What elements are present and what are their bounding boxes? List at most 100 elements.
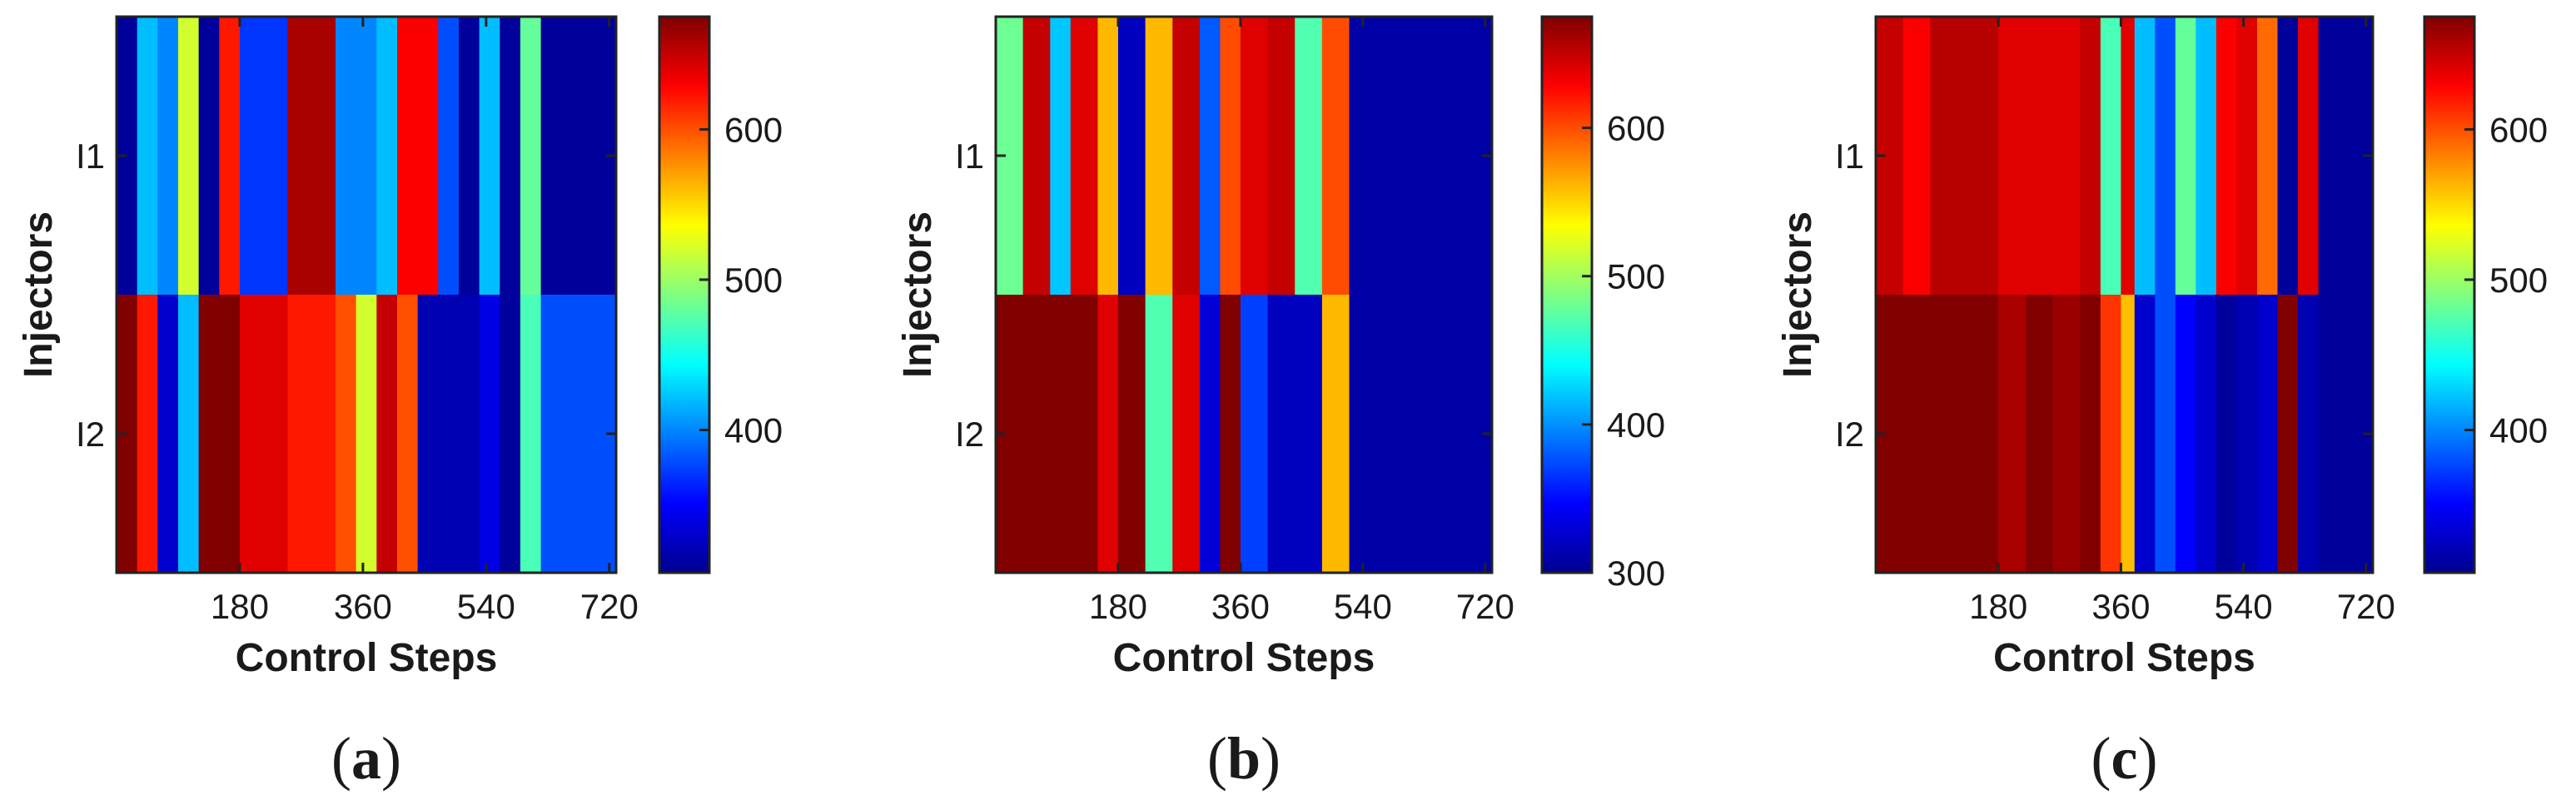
heatmap-cell-a-r1-c10 (356, 295, 377, 574)
heatmap-cell-c-r0-c6 (2080, 17, 2101, 296)
x-tick-label-a-3: 720 (580, 587, 639, 626)
heatmap-cell-a-r1-c7 (260, 295, 289, 574)
heatmap-cell-c-r1-c16 (2277, 295, 2299, 574)
heatmap-cell-c-r1-c6 (2080, 295, 2101, 574)
y-tick-label-b-1: I2 (955, 415, 984, 454)
heatmap-cell-a-r1-c4 (198, 295, 220, 574)
heatmap-cells-a (117, 17, 617, 574)
colorbar-tick-label-a-2: 600 (724, 110, 783, 149)
heatmap-cell-b-r1-c6 (1145, 295, 1173, 574)
heatmap-cell-a-r0-c3 (177, 17, 200, 296)
heatmap-cell-b-r1-c12 (1295, 295, 1323, 574)
heatmap-cell-a-r1-c3 (177, 295, 200, 574)
heatmap-cell-b-r0-c4 (1097, 17, 1119, 296)
x-ticks-c: 180 360 540 720 (1969, 17, 2395, 626)
heatmap-cell-a-r1-c18 (520, 295, 542, 574)
heatmap-cell-c-r1-c1 (1902, 295, 1932, 574)
heatmap-cell-a-r0-c8 (287, 17, 336, 296)
heatmap-cell-b-r0-c9 (1220, 17, 1241, 296)
heatmap-cell-a-r1-c14 (438, 295, 460, 574)
plot-frame-a (115, 15, 618, 574)
heatmap-panel-a: 180 360 540 720 I1 I2 Control Steps Injector… (17, 15, 783, 792)
plot-frame-c (1874, 15, 2375, 574)
heatmap-cell-b-r1-c15 (1376, 295, 1405, 574)
heatmap-cell-a-r0-c19 (540, 17, 562, 296)
x-tick-label-a-1: 360 (334, 587, 392, 626)
heatmap-cell-c-r0-c8 (2121, 17, 2136, 296)
y-axis-label-c: Injectors (1776, 211, 1820, 378)
heatmap-cell-c-r1-c15 (2256, 295, 2279, 574)
heatmap-cell-a-r0-c12 (396, 17, 419, 296)
heatmap-cell-a-r1-c8 (287, 295, 336, 574)
heatmap-cell-b-r1-c2 (1050, 295, 1072, 574)
heatmap-cell-b-r1-c14 (1349, 295, 1377, 574)
heatmap-cell-b-r0-c2 (1050, 17, 1072, 296)
colorbar-tick-label-a-0: 400 (724, 410, 783, 450)
heatmap-cell-c-r1-c17 (2298, 295, 2320, 574)
heatmap-cells-c (1876, 17, 2374, 574)
heatmap-cell-c-r1-c12 (2196, 295, 2217, 574)
x-tick-label-b-1: 360 (1211, 587, 1270, 626)
colorbar-tick-label-b-2: 500 (1607, 257, 1665, 296)
y-tick-label-a-0: I1 (76, 137, 105, 176)
y-ticks-c: I1 I2 (1835, 137, 2373, 454)
heatmap-cell-b-r0-c14 (1349, 17, 1377, 296)
heatmap-cell-b-r1-c11 (1267, 295, 1295, 574)
heatmap-cell-b-r0-c8 (1199, 17, 1221, 296)
y-axis-label-a: Injectors (17, 211, 61, 378)
panel-letter-a: (a) (331, 725, 401, 792)
heatmap-cell-a-r0-c13 (417, 17, 439, 296)
heatmap-cell-c-r1-c3 (1998, 295, 2026, 574)
heatmap-cell-b-r1-c7 (1172, 295, 1201, 574)
heatmap-cell-c-r0-c12 (2196, 17, 2217, 296)
plot-frame-b (994, 15, 1494, 574)
heatmap-cell-a-r1-c6 (239, 295, 261, 574)
x-ticks-b: 180 360 540 720 (1089, 17, 1514, 626)
heatmap-cell-c-r1-c10 (2155, 295, 2176, 574)
heatmap-cell-a-r1-c5 (219, 295, 241, 574)
heatmap-cell-a-r1-c17 (500, 295, 521, 574)
x-tick-label-b-2: 540 (1334, 587, 1392, 626)
heatmap-cell-b-r0-c1 (1022, 17, 1051, 296)
x-tick-label-b-3: 720 (1456, 587, 1514, 626)
heatmap-panel-b: 180 360 540 720 I1 I2 Control Steps Injector… (896, 15, 1665, 792)
x-tick-label-c-3: 720 (2337, 587, 2395, 626)
y-tick-label-c-1: I2 (1835, 415, 1864, 454)
heatmap-cell-a-r0-c1 (137, 17, 158, 296)
x-tick-label-c-0: 180 (1969, 587, 2027, 626)
heatmap-cell-b-r1-c9 (1220, 295, 1241, 574)
heatmap-cell-c-r0-c14 (2236, 17, 2258, 296)
heatmap-cell-c-r0-c5 (2052, 17, 2081, 296)
colorbar-ticks-a: 400 500 600 (699, 110, 783, 450)
heatmap-cell-c-r0-c9 (2134, 17, 2156, 296)
heatmap-cell-b-r0-c11 (1267, 17, 1295, 296)
y-tick-label-c-0: I1 (1835, 137, 1864, 176)
heatmap-cell-a-r0-c14 (438, 17, 460, 296)
heatmap-cell-a-r0-c11 (376, 17, 398, 296)
heatmap-cell-a-r0-c10 (356, 17, 377, 296)
x-ticks-a: 180 360 540 720 (211, 17, 639, 626)
colorbar-ticks-c: 400 500 600 (2464, 110, 2548, 450)
x-tick-label-c-1: 360 (2091, 587, 2150, 626)
heatmap-panel-c: 180 360 540 720 I1 I2 Control Steps Injector… (1776, 15, 2548, 792)
heatmap-cell-c-r1-c8 (2121, 295, 2136, 574)
heatmap-cell-c-r1-c14 (2236, 295, 2258, 574)
heatmap-cell-c-r1-c9 (2134, 295, 2156, 574)
heatmap-cell-b-r1-c13 (1321, 295, 1350, 574)
heatmap-cell-a-r1-c1 (137, 295, 158, 574)
heatmap-cell-c-r0-c11 (2175, 17, 2196, 296)
heatmap-cell-b-r1-c8 (1199, 295, 1221, 574)
colorbar-tick-label-c-0: 400 (2489, 410, 2548, 450)
heatmap-cell-a-r0-c15 (458, 17, 480, 296)
heatmap-cell-a-r0-c2 (157, 17, 179, 296)
heatmap-cell-b-r0-c6 (1145, 17, 1173, 296)
heatmap-cell-b-r0-c15 (1376, 17, 1405, 296)
heatmap-cell-a-r1-c13 (417, 295, 439, 574)
heatmap-cell-a-r1-c9 (336, 295, 357, 574)
x-axis-label-a: Control Steps (236, 636, 498, 680)
panel-letter-c: (c) (2091, 725, 2158, 792)
heatmap-cell-c-r0-c4 (2025, 17, 2054, 296)
heatmap-cell-c-r0-c16 (2277, 17, 2299, 296)
heatmap-cell-b-r1-c5 (1117, 295, 1146, 574)
